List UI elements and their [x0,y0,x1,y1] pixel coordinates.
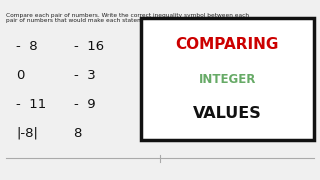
FancyBboxPatch shape [141,18,314,140]
Text: 0: 0 [16,69,24,82]
Text: 8: 8 [74,127,82,140]
Text: -  16: - 16 [74,40,104,53]
Text: -  9: - 9 [74,98,95,111]
Text: -  3: - 3 [74,69,95,82]
Text: -  11: - 11 [16,98,46,111]
Text: |-8|: |-8| [16,127,38,140]
Text: VALUES: VALUES [193,106,261,121]
Text: -  8: - 8 [16,40,38,53]
Text: Compare each pair of numbers. Write the correct inequality symbol between each
p: Compare each pair of numbers. Write the … [6,13,249,23]
Text: COMPARING: COMPARING [175,37,279,52]
Text: INTEGER: INTEGER [198,73,256,86]
